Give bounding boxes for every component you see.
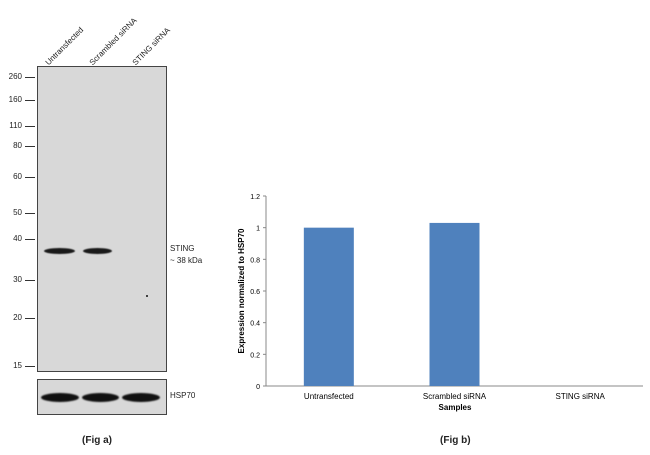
fig-a-caption: (Fig a) <box>82 435 112 446</box>
marker-tick <box>25 146 35 147</box>
target-size-label: ~ 38 kDa <box>170 256 203 265</box>
target-label: STING <box>170 244 195 253</box>
y-axis-title: Expression normalized to HSP70 <box>237 228 246 353</box>
sting-band-scrambled <box>83 248 112 254</box>
hsp70-band-sting-sirna <box>122 393 160 402</box>
marker-label: 30 <box>13 275 22 284</box>
marker-tick <box>25 318 35 319</box>
hsp70-band-untransfected <box>41 393 79 402</box>
hsp70-band-scrambled <box>82 393 119 402</box>
y-tick-label: 0.4 <box>250 321 260 328</box>
marker-tick <box>25 100 35 101</box>
marker-tick <box>25 126 35 127</box>
marker-label: 160 <box>8 95 22 104</box>
marker-tick <box>25 280 35 281</box>
x-tick-labels: Untransfected Scrambled siRNA STING siRNA <box>304 392 606 401</box>
y-tick-label: 1 <box>256 226 260 233</box>
marker-tick <box>25 239 35 240</box>
sting-band-untransfected <box>44 248 75 254</box>
y-tick-label: 0.8 <box>250 257 260 264</box>
y-tick-label: 0.2 <box>250 352 260 359</box>
fig-b-caption: (Fig b) <box>440 435 471 446</box>
marker-label: 260 <box>8 72 22 81</box>
marker-label: 20 <box>13 313 22 322</box>
bar-untransfected <box>303 227 354 386</box>
bar-scrambled-sirna <box>429 222 480 386</box>
marker-label: 50 <box>13 208 22 217</box>
y-tick-label: 1.2 <box>250 194 260 201</box>
y-ticks: 0 0.2 0.4 0.6 0.8 1 1.2 <box>250 194 266 391</box>
marker-label: 60 <box>13 172 22 181</box>
marker-tick <box>25 177 35 178</box>
y-tick-label: 0 <box>256 384 260 391</box>
y-tick-label: 0.6 <box>250 289 260 296</box>
marker-tick <box>25 366 35 367</box>
x-tick-label: Untransfected <box>304 392 354 401</box>
x-axis-title: Samples <box>439 403 472 412</box>
marker-label: 40 <box>13 234 22 243</box>
main-blot <box>37 66 167 372</box>
bars <box>303 222 480 386</box>
blot-speck <box>146 295 148 297</box>
marker-label: 15 <box>13 361 22 370</box>
marker-label: 80 <box>13 141 22 150</box>
loading-control-label: HSP70 <box>170 391 196 400</box>
marker-label: 110 <box>9 121 22 130</box>
marker-tick <box>25 77 35 78</box>
marker-tick <box>25 213 35 214</box>
loading-control-blot <box>37 379 167 415</box>
x-tick-label: Scrambled siRNA <box>423 392 487 401</box>
x-tick-label: STING siRNA <box>555 392 605 401</box>
